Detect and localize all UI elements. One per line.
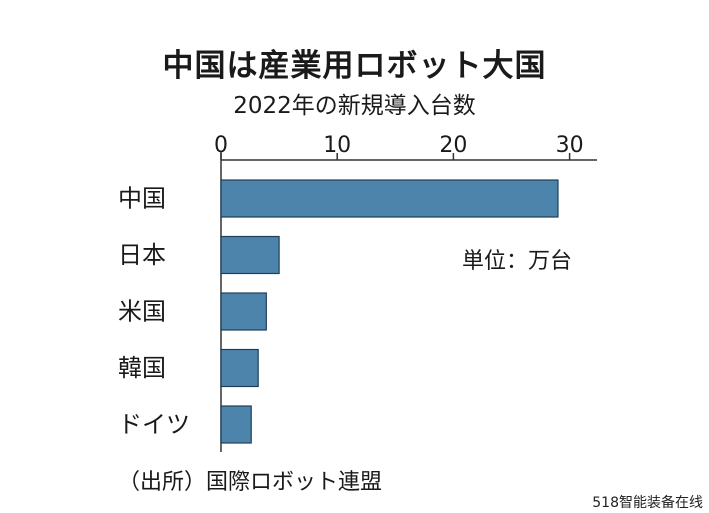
bar-2	[220, 292, 267, 331]
bar-0	[220, 179, 559, 218]
unit-label: 単位：万台	[462, 249, 572, 274]
category-label: 日本	[118, 241, 166, 269]
bar-3	[220, 348, 259, 388]
category-label: 中国	[118, 185, 166, 213]
source-note: （出所）国際ロボット連盟	[118, 470, 383, 495]
chart-subtitle: 2022年の新規導入台数	[233, 93, 476, 119]
chart-title: 中国は産業用ロボット大国	[162, 48, 547, 84]
watermark: 518智能装备在线	[592, 495, 703, 511]
category-label: 韓国	[118, 354, 166, 382]
x-tick-label: 0	[214, 133, 228, 158]
bars	[220, 179, 559, 444]
category-label: ドイツ	[118, 411, 190, 439]
bar-4	[220, 405, 252, 444]
x-tick-label: 20	[439, 133, 467, 158]
category-label: 米国	[118, 298, 166, 326]
x-tick-label: 30	[556, 133, 584, 158]
x-tick-label: 10	[323, 133, 351, 158]
x-tick-labels: 0 10 20 30	[214, 133, 584, 158]
bar-1	[220, 235, 280, 275]
